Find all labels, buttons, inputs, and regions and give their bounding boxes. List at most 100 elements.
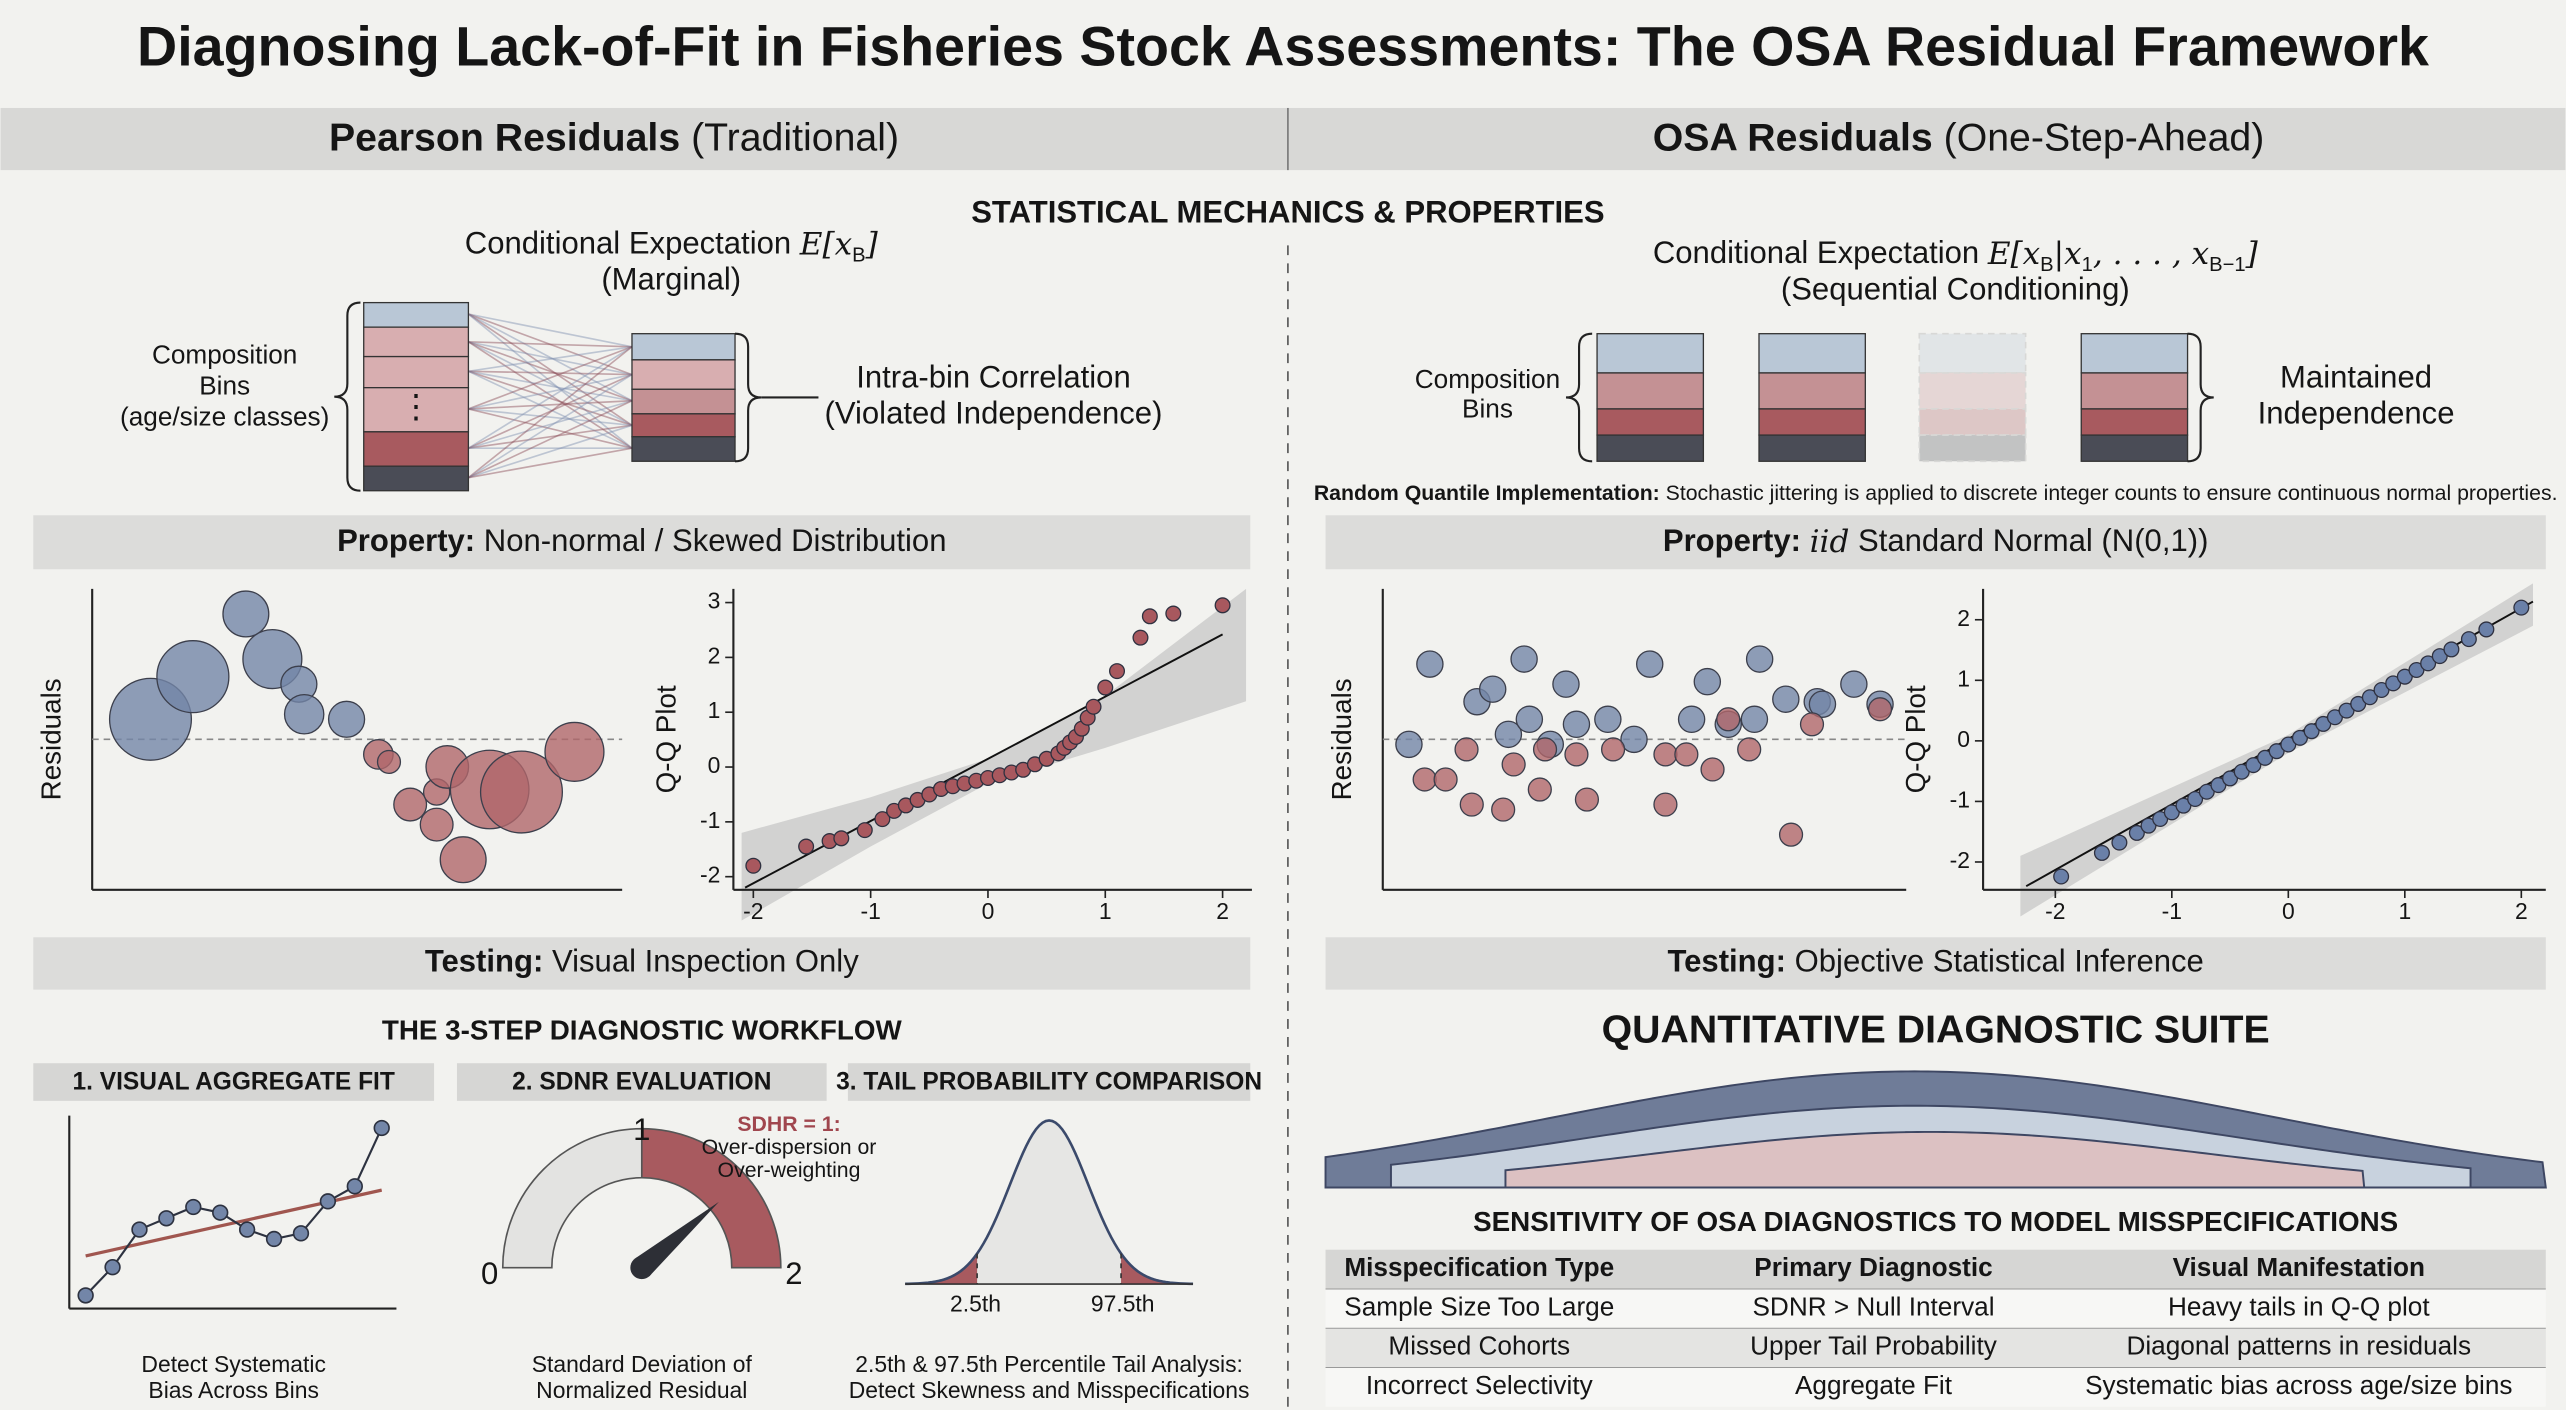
label: Maintained xyxy=(2280,360,2432,395)
label: (age/size classes) xyxy=(120,402,329,432)
bin xyxy=(2080,434,2189,462)
formula-part: E[x xyxy=(799,226,853,262)
gauge-needle xyxy=(634,1201,719,1277)
x-tick-label: 0 xyxy=(2282,898,2295,924)
fit-point xyxy=(265,1230,283,1248)
correlation-line xyxy=(468,408,633,449)
residual-point xyxy=(222,590,270,638)
qq-point xyxy=(745,857,762,874)
fit-point xyxy=(238,1221,256,1238)
property-label: Property: Non-normal / Skewed Distributi… xyxy=(337,523,946,558)
x-tick-label: -1 xyxy=(860,898,880,924)
step-title: 3. TAIL PROBABILITY COMPARISON xyxy=(836,1068,1262,1095)
text-part: iid xyxy=(1810,524,1850,560)
qq-point xyxy=(2513,599,2530,616)
correlation-line xyxy=(468,341,633,376)
suite-title: QUANTITATIVE DIAGNOSTIC SUITE xyxy=(1602,1008,2270,1052)
correlation-line xyxy=(468,424,633,450)
table-cell: Aggregate Fit xyxy=(1795,1370,1953,1400)
table-cell: Diagonal patterns in residuals xyxy=(2126,1331,2471,1361)
tail-left xyxy=(905,1253,978,1285)
residual-point xyxy=(1494,720,1523,749)
bin xyxy=(631,388,736,415)
correlation-line xyxy=(468,408,633,427)
text-part: Non-normal / Skewed Distribution xyxy=(484,523,947,558)
qq-point xyxy=(2303,723,2320,740)
y-tick-label: -2 xyxy=(1950,847,1970,873)
table-row xyxy=(1325,1288,2546,1329)
residual-point xyxy=(1745,645,1774,673)
brace xyxy=(334,301,361,492)
y-tick-label: 1 xyxy=(1957,665,1970,691)
expectation-label: Conditional Expectation E[xB|x1, . . . ,… xyxy=(1653,235,2259,276)
residual-point xyxy=(393,787,428,822)
residual-point xyxy=(1478,675,1507,703)
gauge-tick-label: 0 xyxy=(481,1256,498,1291)
fit-line xyxy=(84,1127,383,1297)
table-cell: Sample Size Too Large xyxy=(1344,1291,1614,1321)
table-cell: Missed Cohorts xyxy=(1388,1331,1570,1361)
residual-point xyxy=(1840,670,1868,698)
text-part: Testing: xyxy=(1667,944,1785,979)
x-tick-label: 1 xyxy=(1099,898,1112,924)
testing-bar xyxy=(33,937,1251,990)
bin xyxy=(1596,434,1705,462)
residual-point xyxy=(1562,710,1591,739)
residual-point xyxy=(156,640,230,714)
correlation-line xyxy=(468,400,633,479)
property-bar xyxy=(1325,515,2546,570)
bin xyxy=(363,301,470,328)
correlation-line xyxy=(468,424,633,479)
residual-point xyxy=(1433,767,1458,792)
fit-point xyxy=(158,1210,175,1227)
header-bar xyxy=(0,107,2566,171)
x-tick-label: 1 xyxy=(2398,898,2411,924)
bin xyxy=(1758,372,1866,410)
residual-point xyxy=(1740,705,1769,734)
label: Bins xyxy=(1462,393,1513,423)
fit-point xyxy=(77,1287,94,1304)
formula-part: B xyxy=(852,245,865,267)
residual-point xyxy=(1674,742,1699,767)
qq-point xyxy=(1132,629,1149,646)
testing-label: Testing: Visual Inspection Only xyxy=(425,944,859,979)
bin xyxy=(1758,333,1866,374)
qq-point xyxy=(2111,834,2128,851)
bin xyxy=(1596,372,1705,410)
percentile-label: 2.5th xyxy=(950,1290,1001,1316)
bin xyxy=(1918,434,2027,463)
gauge-annotation: Over-dispersion or xyxy=(702,1135,877,1159)
residual-point xyxy=(1653,792,1678,817)
bin-stack xyxy=(1596,333,1705,462)
bin xyxy=(363,465,470,492)
y-tick-label: 2 xyxy=(708,642,721,668)
qq-point xyxy=(2478,621,2495,638)
bin xyxy=(1596,333,1705,374)
step-header-bar xyxy=(847,1063,1251,1101)
step-header-bar xyxy=(456,1063,827,1101)
residual-point xyxy=(419,807,454,842)
residual-point xyxy=(1693,667,1722,696)
bin xyxy=(363,355,470,389)
step-caption: 2.5th & 97.5th Percentile Tail Analysis: xyxy=(855,1351,1243,1377)
residual-point xyxy=(327,700,366,738)
table-header-cell: Misspecification Type xyxy=(1344,1252,1614,1282)
x-tick-label: -2 xyxy=(743,898,763,924)
correlation-line xyxy=(468,399,633,449)
label: Bins xyxy=(199,371,250,401)
gauge-tick-label: 1 xyxy=(633,1112,650,1147)
gauge-tick-label: 2 xyxy=(785,1256,802,1291)
y-axis-label: Residuals xyxy=(1326,678,1357,800)
table-row xyxy=(1325,1328,2546,1368)
formula-part: E[x xyxy=(1987,236,2041,272)
residual-point xyxy=(376,749,402,775)
y-axis-label: Q-Q Plot xyxy=(650,685,681,793)
residual-point xyxy=(1510,645,1538,673)
fit-point xyxy=(373,1119,390,1137)
text-part: Stochastic jittering is applied to discr… xyxy=(1666,481,2558,505)
label: (Violated Independence) xyxy=(825,396,1163,431)
step-caption: Detect Systematic xyxy=(141,1351,325,1377)
qq-point xyxy=(2420,655,2437,672)
step-title: 1. VISUAL AGGREGATE FIT xyxy=(72,1068,394,1095)
